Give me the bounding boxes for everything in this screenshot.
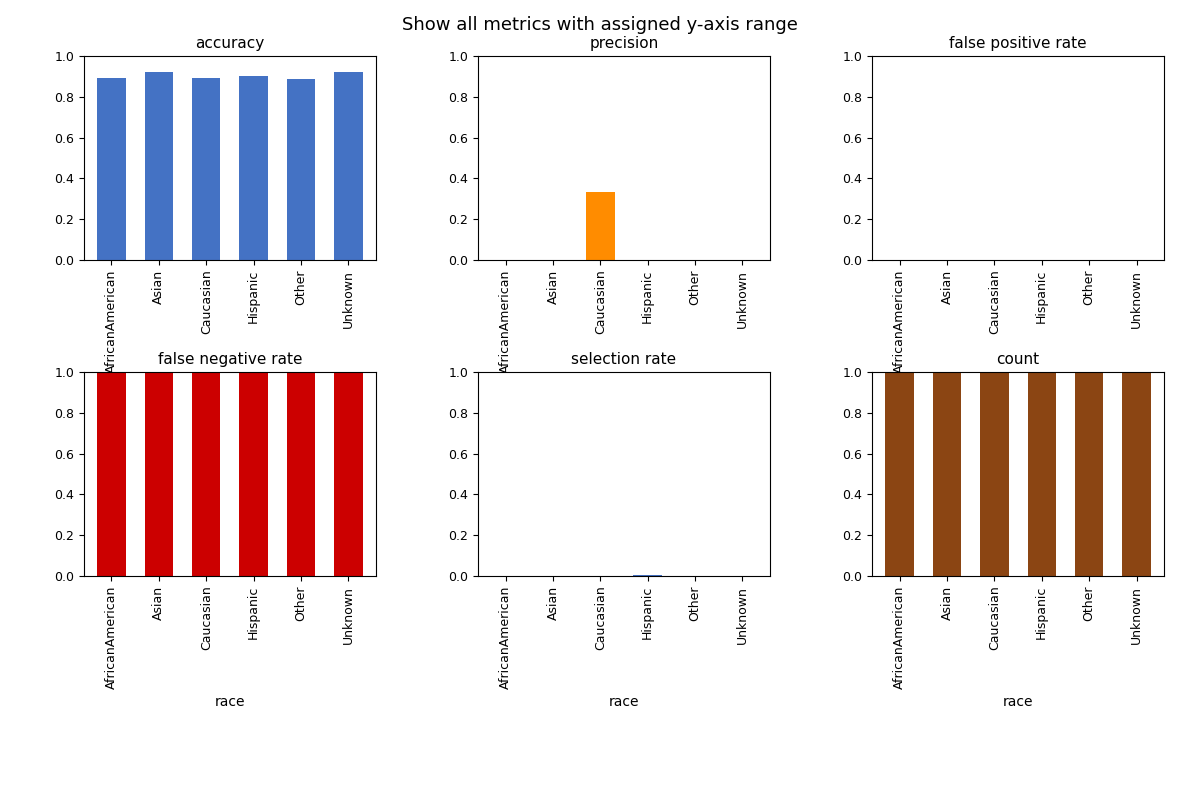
Bar [980,372,1008,576]
Bar [240,372,268,576]
Title: false negative rate: false negative rate [157,352,302,366]
Bar [932,372,961,576]
Bar [287,372,316,576]
Text: Show all metrics with assigned y-axis range: Show all metrics with assigned y-axis ra… [402,16,798,34]
Bar [192,78,221,260]
Bar [1122,372,1151,576]
Bar [240,76,268,260]
Bar [334,72,362,260]
Bar [97,372,126,576]
Bar [1075,372,1103,576]
Bar [287,79,316,260]
X-axis label: race: race [215,694,245,709]
Title: selection rate: selection rate [571,352,677,366]
X-axis label: race: race [1003,694,1033,709]
Bar [586,192,614,260]
Title: false positive rate: false positive rate [949,36,1087,50]
Bar [334,372,362,576]
Bar [886,372,914,576]
Title: precision: precision [589,36,659,50]
Bar [97,78,126,260]
Bar [145,372,173,576]
Title: count: count [996,352,1039,366]
Bar [192,372,221,576]
X-axis label: race: race [608,694,640,709]
Title: accuracy: accuracy [196,36,264,50]
Bar [145,72,173,260]
Bar [1027,372,1056,576]
